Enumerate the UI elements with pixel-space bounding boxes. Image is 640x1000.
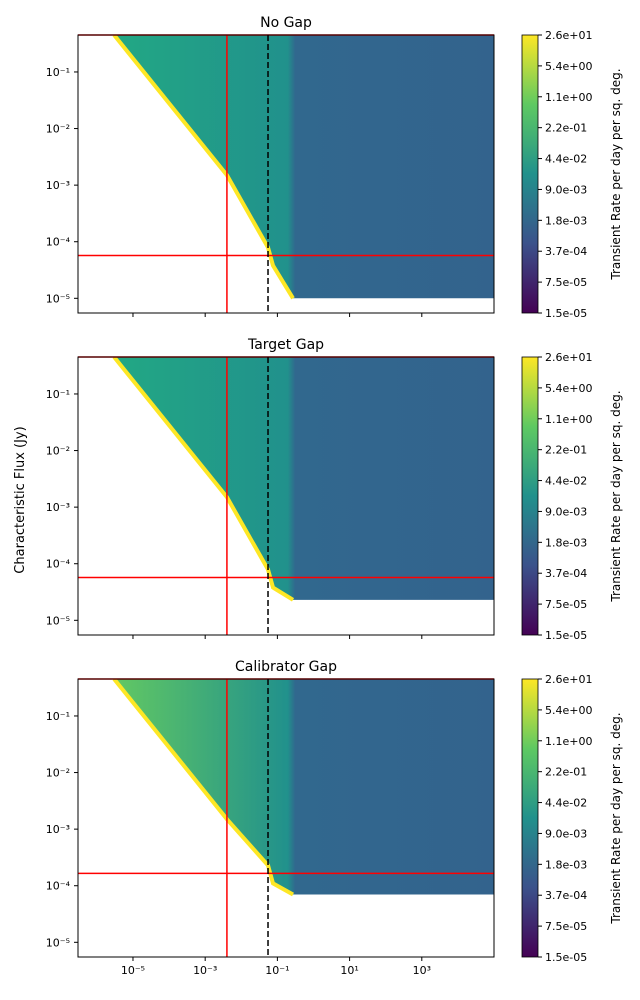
x-tick-label: 10³	[413, 964, 431, 977]
colorbar-tick-label: 4.4e-02	[545, 475, 587, 488]
colorbar-tick-label: 2.2e-01	[545, 766, 587, 779]
heatmap-fill	[114, 35, 494, 299]
colorbar-label: Transient Rate per day per sq. deg.	[609, 390, 623, 602]
colorbar-tick-label: 2.6e+01	[545, 673, 592, 686]
x-tick-label: 10⁻⁵	[121, 964, 145, 977]
colorbar-tick-label: 1.1e+00	[545, 91, 592, 104]
colorbar-tick-label: 5.4e+00	[545, 60, 592, 73]
colorbar-label: Transient Rate per day per sq. deg.	[609, 712, 623, 924]
panel-title: Target Gap	[247, 337, 324, 353]
y-tick-label: 10⁻¹	[46, 710, 70, 723]
colorbar-tick-label: 3.7e-04	[545, 889, 587, 902]
colorbar-tick-label: 1.5e-05	[545, 951, 587, 964]
y-tick-label: 10⁻⁵	[46, 614, 70, 627]
colorbar-tick-label: 3.7e-04	[545, 245, 587, 258]
y-tick-label: 10⁻¹	[46, 388, 70, 401]
y-tick-label: 10⁻²	[46, 123, 70, 136]
colorbar-gradient	[521, 34, 539, 314]
y-tick-label: 10⁻¹	[46, 66, 70, 79]
axes-frame	[77, 34, 495, 314]
colorbar-tick-label: 7.5e-05	[545, 598, 587, 611]
axes-frame	[77, 678, 495, 958]
colorbar-tick-label: 1.5e-05	[545, 307, 587, 320]
heatmap	[112, 679, 494, 897]
heatmap	[112, 35, 494, 300]
colorbar-tick-label: 7.5e-05	[545, 276, 587, 289]
y-tick-label: 10⁻³	[46, 179, 70, 192]
heatmap	[112, 357, 494, 602]
x-tick-label: 10⁻¹	[265, 964, 289, 977]
colorbar-tick-label: 7.5e-05	[545, 920, 587, 933]
y-tick-label: 10⁻⁴	[46, 236, 71, 249]
y-tick-label: 10⁻³	[46, 823, 70, 836]
colorbar-tick-label: 4.4e-02	[545, 153, 587, 166]
colorbar-tick-label: 5.4e+00	[545, 704, 592, 717]
colorbar-tick-label: 9.0e-03	[545, 827, 587, 840]
colorbar-tick-label: 9.0e-03	[545, 505, 587, 518]
colorbar-tick-label: 1.1e+00	[545, 735, 592, 748]
colorbar-tick-label: 1.1e+00	[545, 413, 592, 426]
colorbar-label: Transient Rate per day per sq. deg.	[609, 68, 623, 280]
y-tick-label: 10⁻²	[46, 445, 70, 458]
panel-1: No Gap 10⁻⁵ 10⁻⁴ 10⁻³ 10⁻² 10⁻¹ 2.6e+01 5.4e+00…	[46, 15, 623, 320]
y-tick-label: 10⁻³	[46, 501, 70, 514]
y-tick-label: 10⁻⁵	[46, 936, 70, 949]
y-tick-label: 10⁻²	[46, 767, 70, 780]
colorbar: 2.6e+01 5.4e+00 1.1e+00 2.2e-01 4.4e-02 9.0e-…	[521, 351, 623, 642]
colorbar-tick-label: 1.8e-03	[545, 536, 587, 549]
colorbar-tick-label: 2.6e+01	[545, 351, 592, 364]
colorbar-tick-label: 5.4e+00	[545, 382, 592, 395]
x-ticks	[132, 635, 423, 639]
colorbar: 2.6e+01 5.4e+00 1.1e+00 2.2e-01 4.4e-02 9.0e-…	[521, 673, 623, 964]
y-ticks: 10⁻⁵ 10⁻⁴ 10⁻³ 10⁻² 10⁻¹	[46, 66, 78, 305]
y-tick-label: 10⁻⁵	[46, 292, 70, 305]
y-axis-label: Characteristic Flux (Jy)	[13, 426, 28, 573]
colorbar-tick-label: 2.6e+01	[545, 29, 592, 42]
colorbar-gradient	[521, 356, 539, 636]
heatmap-fill	[114, 357, 494, 600]
colorbar-tick-label: 1.5e-05	[545, 629, 587, 642]
colorbar-tick-label: 9.0e-03	[545, 183, 587, 196]
colorbar-tick-label: 2.2e-01	[545, 444, 587, 457]
colorbar-tick-label: 1.8e-03	[545, 858, 587, 871]
panel-2: Target Gap 10⁻⁵ 10⁻⁴ 10⁻³ 10⁻² 10⁻¹ 2.6e+01 5.4…	[46, 337, 623, 642]
heatmap-fill	[114, 679, 494, 895]
x-tick-label: 10¹	[340, 964, 358, 977]
y-ticks: 10⁻⁵ 10⁻⁴ 10⁻³ 10⁻² 10⁻¹	[46, 388, 78, 627]
axes-frame	[77, 356, 495, 636]
colorbar-tick-label: 1.8e-03	[545, 214, 587, 227]
x-tick-label: 10⁻³	[193, 964, 217, 977]
colorbar-tick-label: 4.4e-02	[545, 797, 587, 810]
y-ticks: 10⁻⁵ 10⁻⁴ 10⁻³ 10⁻² 10⁻¹	[46, 710, 78, 949]
x-ticks: 10⁻⁵ 10⁻³ 10⁻¹ 10¹ 10³	[121, 957, 431, 977]
colorbar-tick-label: 2.2e-01	[545, 122, 587, 135]
colorbar-tick-label: 3.7e-04	[545, 567, 587, 580]
y-tick-label: 10⁻⁴	[46, 558, 71, 571]
colorbar-gradient	[521, 678, 539, 958]
colorbar: 2.6e+01 5.4e+00 1.1e+00 2.2e-01 4.4e-02 9.0e-…	[521, 29, 623, 320]
panel-title: No Gap	[260, 15, 312, 31]
panel-title: Calibrator Gap	[235, 659, 337, 675]
heatmap-edge	[112, 679, 294, 897]
x-ticks	[132, 313, 423, 317]
y-tick-label: 10⁻⁴	[46, 880, 71, 893]
